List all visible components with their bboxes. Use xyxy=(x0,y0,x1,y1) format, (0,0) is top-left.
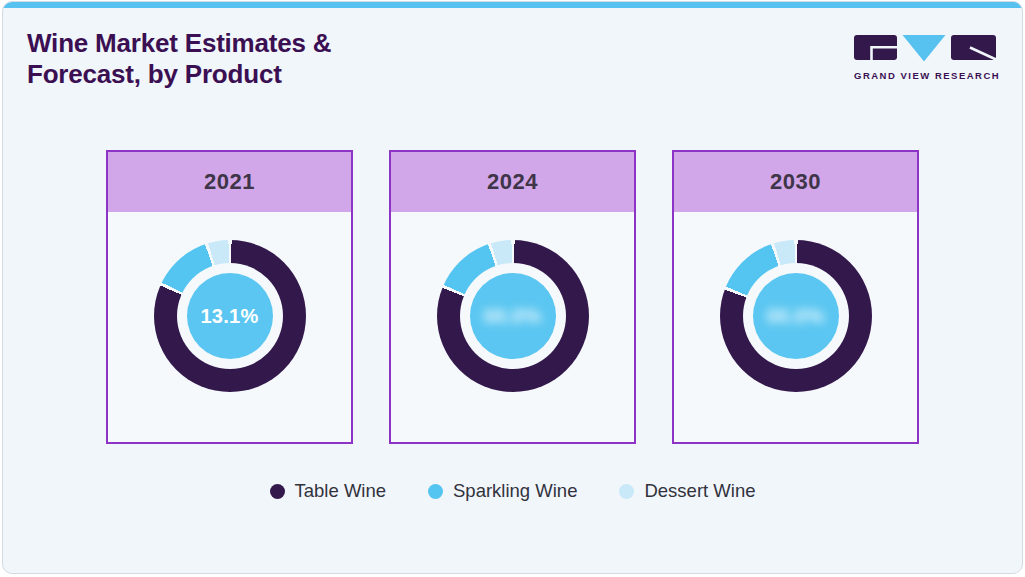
brand-name: GRAND VIEW RESEARCH xyxy=(854,70,996,81)
page-title-line1: Wine Market Estimates & xyxy=(27,28,331,59)
card-body: 13.1% xyxy=(108,212,351,392)
legend-item-table-wine: Table Wine xyxy=(270,480,387,502)
donut-chart-2024: 00.0% xyxy=(437,240,589,392)
gvr-logo-icon xyxy=(854,34,996,62)
legend-label-sparkling-wine: Sparkling Wine xyxy=(453,480,577,502)
legend-item-dessert-wine: Dessert Wine xyxy=(619,480,755,502)
page-title-line2: Forecast, by Product xyxy=(27,59,331,90)
donut-chart-2030: 00.0% xyxy=(720,240,872,392)
donut-center-value: 13.1% xyxy=(200,305,258,328)
donut-chart-2021: 13.1% xyxy=(154,240,306,392)
chart-legend: Table Wine Sparkling Wine Dessert Wine xyxy=(3,480,1022,502)
card-body: 00.0% xyxy=(391,212,634,392)
legend-dot-table-wine xyxy=(270,484,285,499)
card-2030: 2030 00.0% xyxy=(672,150,919,444)
legend-label-table-wine: Table Wine xyxy=(295,480,387,502)
card-2024: 2024 00.0% xyxy=(389,150,636,444)
infographic-frame: Wine Market Estimates & Forecast, by Pro… xyxy=(2,1,1023,574)
donut-center-circle: 13.1% xyxy=(187,273,273,359)
legend-dot-dessert-wine xyxy=(619,484,634,499)
donut-center-circle: 00.0% xyxy=(753,273,839,359)
page-title: Wine Market Estimates & Forecast, by Pro… xyxy=(27,28,331,90)
donut-center-circle: 00.0% xyxy=(470,273,556,359)
year-cards-row: 2021 13.1% 2024 00.0% xyxy=(3,150,1022,444)
donut-center-value: 00.0% xyxy=(766,305,824,328)
legend-label-dessert-wine: Dessert Wine xyxy=(644,480,755,502)
card-year-header: 2030 xyxy=(674,152,917,212)
card-year-header: 2024 xyxy=(391,152,634,212)
card-body: 00.0% xyxy=(674,212,917,392)
legend-dot-sparkling-wine xyxy=(428,484,443,499)
card-year-header: 2021 xyxy=(108,152,351,212)
legend-item-sparkling-wine: Sparkling Wine xyxy=(428,480,577,502)
card-2021: 2021 13.1% xyxy=(106,150,353,444)
donut-center-value: 00.0% xyxy=(483,305,541,328)
brand-logo: GRAND VIEW RESEARCH xyxy=(854,34,996,81)
header: Wine Market Estimates & Forecast, by Pro… xyxy=(3,8,1022,90)
